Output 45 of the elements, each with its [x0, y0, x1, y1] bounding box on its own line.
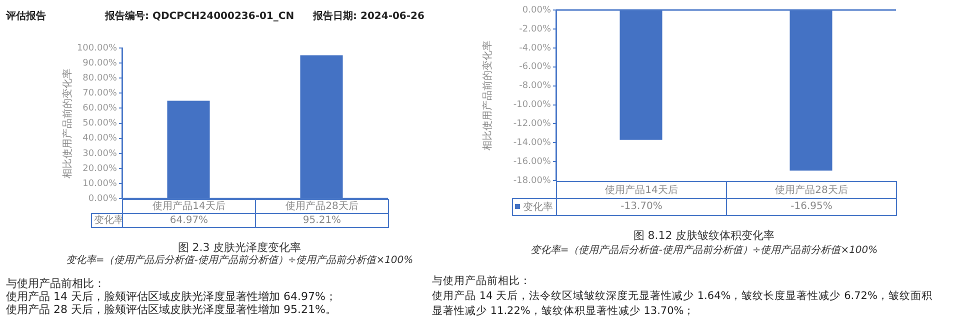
y-tick-label: -16.00%: [513, 156, 552, 167]
y-tick-label: 40.00%: [82, 134, 118, 144]
data-label: 64.97%: [170, 214, 208, 226]
x-tick-label: 使用产品28天后: [726, 180, 897, 199]
y-tick-label: 20.00%: [82, 164, 118, 174]
data-label: -16.95%: [726, 198, 897, 216]
y-tick-label: 30.00%: [82, 148, 118, 159]
y-tick-label: 100.00%: [76, 43, 118, 54]
text: 与使用产品前相比：: [6, 276, 105, 290]
y-tick-label: -8.00%: [519, 81, 552, 92]
text: 使用产品 14 天后，法令纹区域皱纹深度无显著性减少 1.64%，皱纹长度显著性减少 6.72%，皱纹面积: [432, 289, 932, 303]
text: 图 8.12 皮肤皱纹体积变化率: [633, 228, 775, 243]
y-tick-label: 60.00%: [82, 104, 118, 114]
y-tick-label: -18.00%: [513, 176, 552, 186]
x-tick-label: 使用产品14天后: [556, 180, 727, 199]
text: 变化率=（使用产品后分析值-使用产品前分析值）÷使用产品前分析值×100%: [66, 254, 414, 267]
y-tick-label: 90.00%: [82, 58, 118, 68]
x-tick-label: 使用产品28天后: [255, 198, 389, 214]
y-tick-label: 50.00%: [82, 118, 118, 129]
text: 与使用产品前相比：: [432, 274, 531, 288]
text: 使用产品 28 天后，脸颊评估区域皮肤光泽度显著性增加 95.21%。: [6, 302, 336, 317]
y-tick-label: -12.00%: [513, 119, 552, 130]
y-tick-label: 80.00%: [82, 73, 118, 84]
text: 使用产品 14 天后，脸颊评估区域皮肤光泽度显著性增加 64.97%；: [6, 289, 336, 304]
y-tick-label: -2.00%: [519, 24, 552, 34]
y-tick-label: -14.00%: [513, 138, 552, 148]
text: 变化率=（使用产品后分析值-使用产品前分析值）÷使用产品前分析值×100%: [530, 244, 878, 257]
text: 显著性减少 11.22%，皱纹体积显著性减少 13.70%；: [432, 304, 695, 318]
y-tick-label: 70.00%: [82, 88, 118, 99]
y-axis-title: 相比使用产品前的变化率: [62, 68, 74, 178]
y-tick-label: -6.00%: [519, 62, 552, 72]
text: 报告编号: QDCPCH24000236-01_CN: [105, 10, 294, 23]
data-label: -13.70%: [556, 198, 727, 216]
y-tick-label: -4.00%: [519, 43, 552, 54]
legend-label: 变化率: [523, 200, 553, 214]
y-tick-label: 10.00%: [82, 178, 118, 189]
data-label: 95.21%: [255, 212, 389, 228]
y-tick-label: 0.00%: [88, 194, 118, 204]
y-tick-label: -10.00%: [513, 100, 552, 110]
y-tick-label: 0.00%: [522, 5, 552, 16]
text: 评估报告: [6, 10, 46, 23]
x-tick-label: 使用产品14天后: [122, 198, 256, 214]
text: 图 2.3 皮肤光泽度变化率: [178, 240, 302, 254]
text: 报告日期: 2024-06-26: [313, 10, 424, 23]
y-axis-title: 相比使用产品前的变化率: [482, 40, 494, 150]
